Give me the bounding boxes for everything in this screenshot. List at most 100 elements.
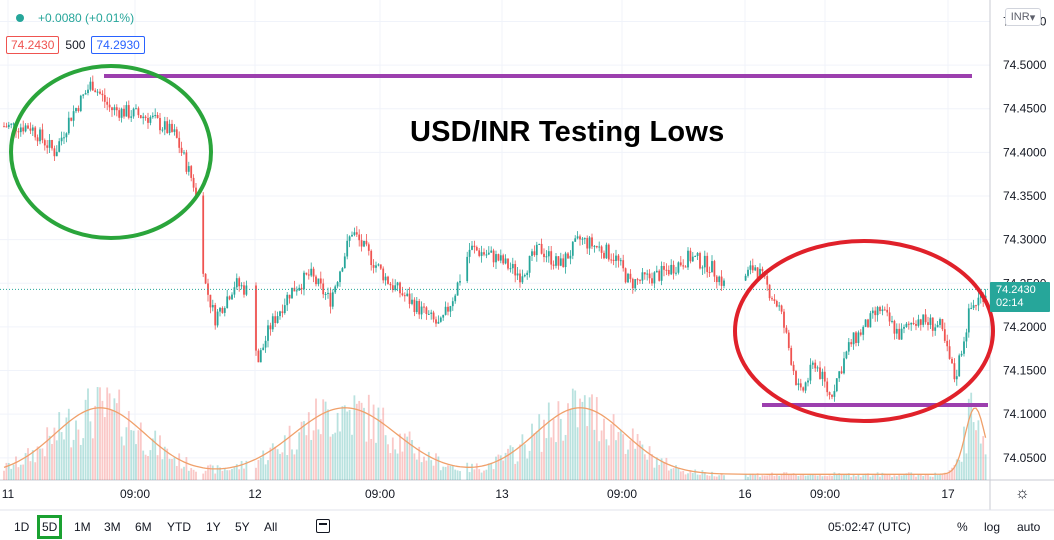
candle-body [231, 294, 233, 300]
volume-bar [48, 435, 51, 480]
volume-bar [559, 418, 562, 480]
volume-bar [898, 474, 901, 480]
volume-bar [403, 433, 406, 480]
volume-bar [670, 468, 673, 480]
candle-body [187, 166, 190, 172]
volume-bar [509, 445, 512, 480]
candle-body [3, 126, 5, 128]
candle-body [305, 272, 308, 275]
volume-bar [521, 434, 524, 480]
volume-bar [615, 440, 617, 480]
volume-bar [655, 457, 658, 480]
candle-body [127, 105, 130, 118]
red-highlight-circle [733, 239, 995, 423]
log-scale-button[interactable]: log [984, 520, 1001, 534]
bar-countdown: 02:14 [996, 297, 1024, 309]
volume-bar [540, 451, 543, 480]
candle-body [329, 292, 332, 307]
volume-bar [516, 461, 519, 480]
volume-bar [202, 473, 205, 480]
volume-bar [425, 460, 428, 480]
volume-bar [756, 473, 759, 480]
candle-body [687, 250, 689, 268]
gear-icon[interactable]: ☼ [1015, 485, 1030, 502]
volume-bar [442, 466, 445, 480]
volume-bar [924, 474, 927, 480]
candle-body [55, 151, 58, 157]
candle-body [783, 311, 785, 328]
candle-body [516, 273, 519, 276]
volume-bar [787, 474, 790, 480]
last-price-value: 74.2430 [996, 284, 1036, 296]
volume-bar [960, 461, 963, 480]
volume-bar [41, 448, 44, 480]
volume-bar [761, 475, 764, 480]
candle-body [173, 129, 176, 132]
range-6m-button[interactable]: 6M [135, 520, 152, 534]
y-tick-label: 74.1500 [1003, 364, 1047, 378]
candle-body [927, 322, 929, 325]
volume-bar [420, 462, 423, 480]
calendar-icon[interactable] [316, 519, 330, 533]
range-5y-button[interactable]: 5Y [235, 520, 250, 534]
volume-bar [77, 429, 80, 480]
candle-body [775, 300, 778, 307]
auto-scale-button[interactable]: auto [1017, 520, 1041, 534]
volume-bar [168, 458, 171, 480]
candle-body [771, 298, 773, 300]
range-1m-button[interactable]: 1M [74, 520, 91, 534]
volume-bar [300, 421, 303, 480]
candle-body [103, 95, 106, 102]
range-1y-button[interactable]: 1Y [206, 520, 221, 534]
candle-body [605, 244, 608, 259]
volume-bar [331, 434, 334, 480]
currency-dropdown[interactable]: INR ▾ [1005, 8, 1041, 26]
volume-bar [243, 468, 245, 480]
volume-bar [672, 468, 675, 480]
volume-bar [646, 459, 649, 480]
candle-body [31, 127, 34, 131]
volume-bar [255, 467, 257, 480]
volume-bar [744, 473, 747, 480]
candle-body [24, 125, 27, 132]
volume-bar [190, 468, 193, 480]
candle-body [557, 256, 560, 266]
candle-body [723, 280, 725, 286]
volume-bar [840, 473, 843, 480]
candle-body [785, 327, 788, 333]
candle-body [483, 252, 485, 255]
candle-body [48, 140, 51, 148]
candle-body [511, 264, 514, 269]
candle-body [571, 241, 574, 256]
volume-bar [859, 476, 862, 480]
volume-bar [322, 399, 325, 480]
range-5d-button[interactable]: 5D [36, 515, 63, 539]
volume-bar [780, 474, 783, 480]
x-tick-label: 17 [941, 487, 955, 501]
volume-bar [684, 474, 687, 480]
volume-bar [401, 451, 404, 480]
volume-bar [689, 470, 692, 480]
range-all-button[interactable]: All [264, 520, 278, 534]
volume-bar [720, 474, 723, 480]
volume-bar [24, 453, 27, 480]
volume-bar [245, 460, 248, 480]
volume-bar [53, 427, 56, 480]
candle-body [480, 252, 483, 256]
candle-body [502, 255, 505, 264]
sell-button[interactable]: 74.2430 [6, 36, 60, 54]
candle-body [768, 284, 771, 299]
range-1d-button[interactable]: 1D [14, 520, 30, 534]
range-ytd-button[interactable]: YTD [167, 520, 191, 534]
range-3m-button[interactable]: 3M [104, 520, 121, 534]
volume-bar [204, 470, 207, 480]
candle-body [192, 177, 195, 188]
candle-body [833, 391, 836, 397]
candle-body [751, 265, 754, 271]
percent-scale-button[interactable]: % [957, 520, 968, 534]
volume-bar [895, 476, 898, 480]
market-status-icon [16, 14, 24, 22]
buy-button[interactable]: 74.2930 [91, 36, 145, 54]
